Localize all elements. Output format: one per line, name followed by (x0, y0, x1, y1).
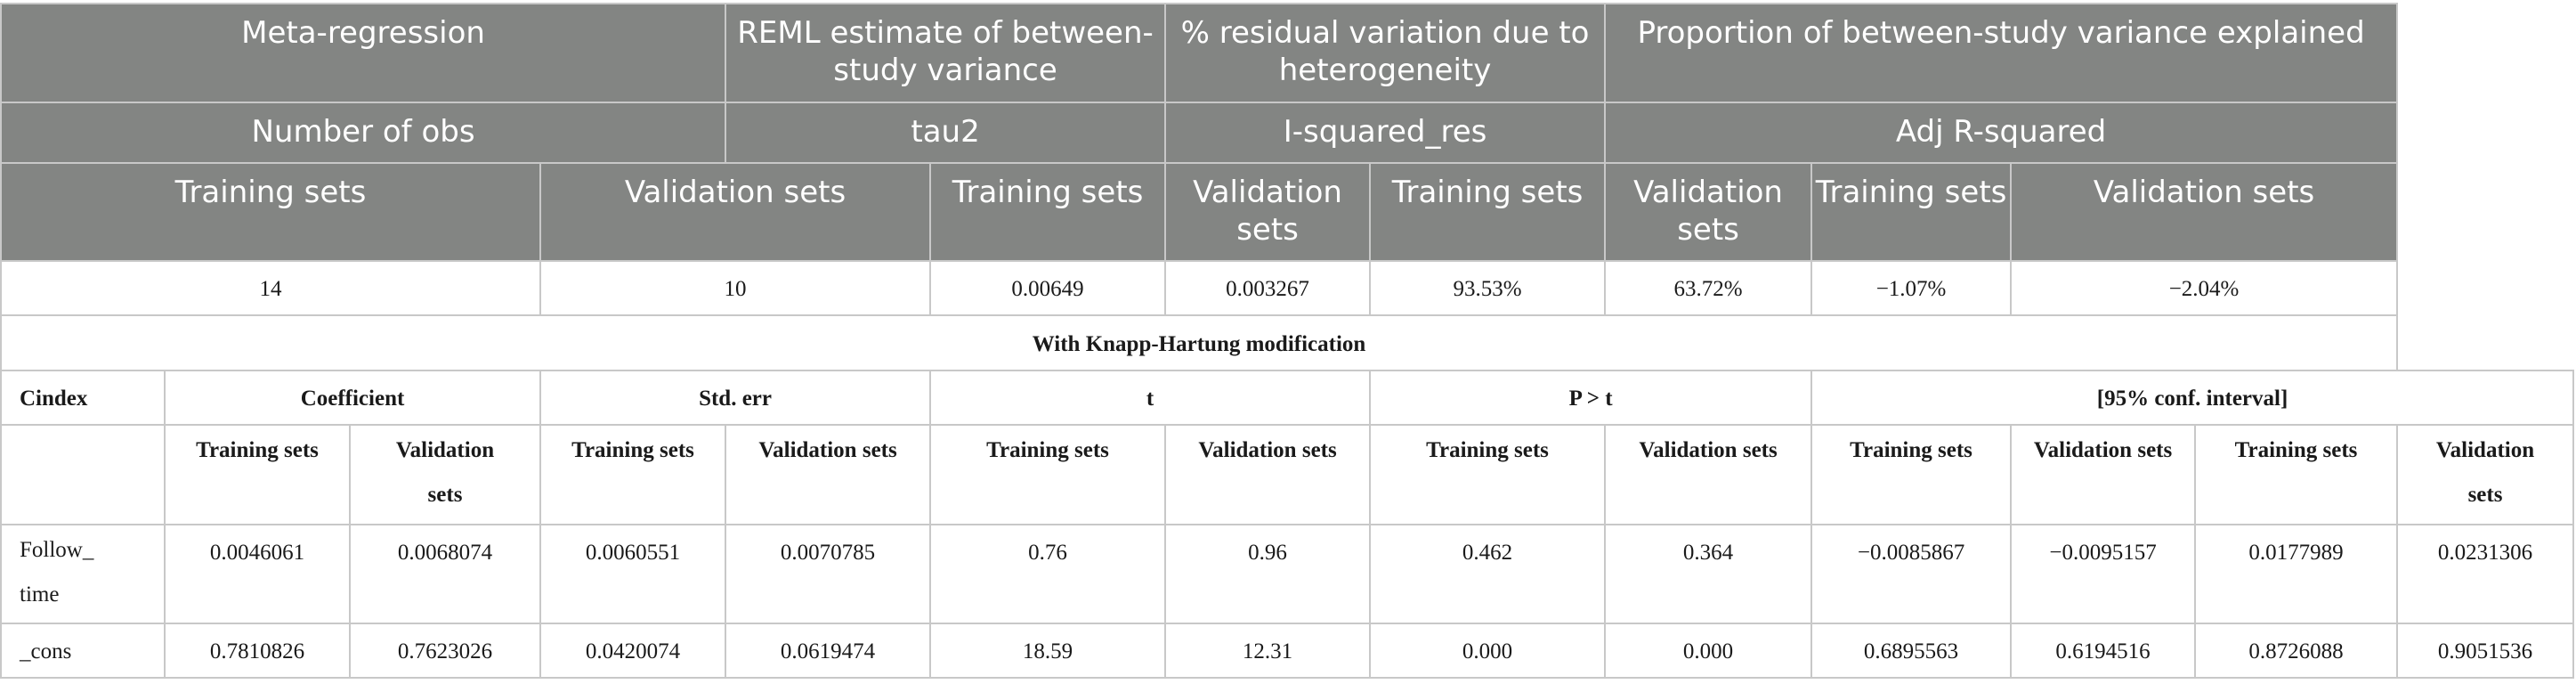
header-training-sets: Training sets (1369, 162, 1607, 262)
value-cell: 0.7810826 (164, 623, 351, 679)
value-cell: 0.0068074 (349, 524, 541, 624)
value-cell: 0.000 (1604, 623, 1813, 679)
summary-cell: 14 (0, 260, 541, 316)
header-row-3: Training sets Validation sets Training s… (0, 162, 2573, 262)
value-cell: 0.0177989 (2194, 524, 2399, 624)
value-cell: 0.000 (1369, 623, 1607, 679)
value-cell: 0.462 (1369, 524, 1607, 624)
header-validation-sets: Validation sets (539, 162, 932, 262)
column-group-row: Cindex Coefficient Std. err t P > t [95%… (0, 370, 2574, 426)
group-t: t (929, 370, 1372, 426)
row-label: Follow_ time (0, 524, 166, 624)
subheader-cell: Validation sets (1164, 424, 1372, 525)
subheader-cell: Training sets (1369, 424, 1607, 525)
value-cell: 0.6895563 (1810, 623, 2013, 679)
header-validation-sets: Validation sets (2010, 162, 2399, 262)
value-cell: 0.9051536 (2396, 623, 2574, 679)
value-cell: 0.0231306 (2396, 524, 2574, 624)
value-cell: 12.31 (1164, 623, 1372, 679)
summary-cell: −2.04% (2010, 260, 2399, 316)
value-cell: 0.96 (1164, 524, 1372, 624)
summary-cell: 10 (539, 260, 932, 316)
value-cell: 0.7623026 (349, 623, 541, 679)
summary-cell: −1.07% (1810, 260, 2013, 316)
value-cell: 0.6194516 (2010, 623, 2197, 679)
group-std-err: Std. err (539, 370, 932, 426)
header-number-of-obs: Number of obs (0, 102, 727, 164)
header-tau2: tau2 (725, 102, 1167, 164)
subheader-cell: Training sets (929, 424, 1167, 525)
summary-cell: 0.00649 (929, 260, 1167, 316)
value-cell: 18.59 (929, 623, 1167, 679)
header-meta-regression: Meta-regression (0, 3, 727, 103)
header-row-1: Meta-regression REML estimate of between… (0, 3, 2573, 103)
header-training-sets: Training sets (0, 162, 541, 262)
header-reml-estimate: REML estimate of between-study variance (725, 3, 1167, 103)
subheader-cell: Validation sets (2396, 424, 2574, 525)
row-header-cindex: Cindex (0, 370, 166, 426)
section-title-row: With Knapp-Hartung modification (0, 314, 2573, 371)
header-training-sets: Training sets (929, 162, 1167, 262)
header-training-sets: Training sets (1810, 162, 2013, 262)
table-row: Follow_ time 0.0046061 0.0068074 0.00605… (0, 524, 2574, 624)
value-cell: 0.0060551 (539, 524, 727, 624)
group-p-value: P > t (1369, 370, 1813, 426)
group-conf-interval: [95% conf. interval] (1810, 370, 2574, 426)
header-validation-sets: Validation sets (1604, 162, 1813, 262)
summary-cell: 93.53% (1369, 260, 1607, 316)
value-cell: 0.0070785 (725, 524, 932, 624)
subheader-cell: Training sets (164, 424, 351, 525)
value-cell: −0.0085867 (1810, 524, 2013, 624)
subheader-cell: Training sets (1810, 424, 2013, 525)
value-cell: −0.0095157 (2010, 524, 2197, 624)
section-title: With Knapp-Hartung modification (0, 314, 2399, 371)
value-cell: 0.364 (1604, 524, 1813, 624)
subheader-empty (0, 424, 166, 525)
subheader-row: Training sets Validation sets Training s… (0, 424, 2574, 525)
summary-cell: 63.72% (1604, 260, 1813, 316)
header-i-squared-res: I-squared_res (1164, 102, 1607, 164)
value-cell: 0.0420074 (539, 623, 727, 679)
meta-regression-table: Meta-regression REML estimate of between… (0, 3, 2574, 679)
subheader-cell: Training sets (539, 424, 727, 525)
subheader-cell: Training sets (2194, 424, 2399, 525)
header-proportion-explained: Proportion of between-study variance exp… (1604, 3, 2399, 103)
table-row: _cons 0.7810826 0.7623026 0.0420074 0.06… (0, 623, 2574, 679)
value-cell: 0.8726088 (2194, 623, 2399, 679)
value-cell: 0.76 (929, 524, 1167, 624)
header-adj-r-squared: Adj R-squared (1604, 102, 2399, 164)
subheader-cell: Validation sets (1604, 424, 1813, 525)
subheader-cell: Validation sets (2010, 424, 2197, 525)
summary-cell: 0.003267 (1164, 260, 1372, 316)
value-cell: 0.0046061 (164, 524, 351, 624)
summary-row: 14 10 0.00649 0.003267 93.53% 63.72% −1.… (0, 260, 2573, 316)
header-residual-variation: % residual variation due to heterogeneit… (1164, 3, 1607, 103)
subheader-cell: Validation sets (349, 424, 541, 525)
value-cell: 0.0619474 (725, 623, 932, 679)
subheader-cell: Validation sets (725, 424, 932, 525)
group-coefficient: Coefficient (164, 370, 541, 426)
header-row-2: Number of obs tau2 I-squared_res Adj R-s… (0, 102, 2573, 164)
row-label: _cons (0, 623, 166, 679)
header-validation-sets: Validation sets (1164, 162, 1372, 262)
